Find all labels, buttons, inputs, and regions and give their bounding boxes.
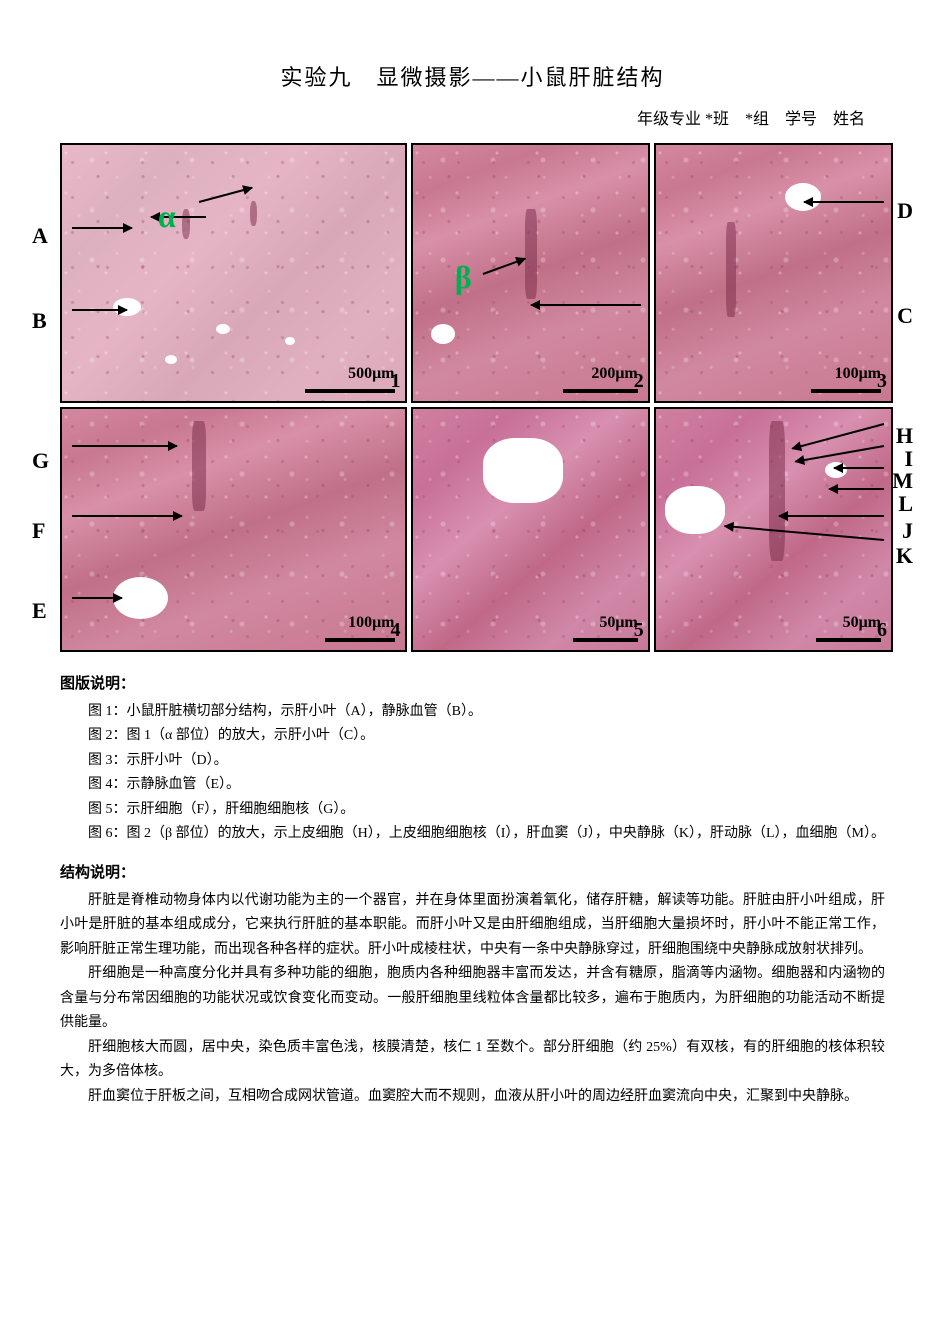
vessel-1d xyxy=(165,355,177,364)
scale-bar-1: 500μm xyxy=(305,361,395,393)
panel-num-4: 4 xyxy=(391,614,401,646)
scale-line-5 xyxy=(573,638,638,642)
caption-1: 图 1：小鼠肝脏横切部分结构，示肝小叶（A），静脉血管（B）。 xyxy=(60,700,885,725)
arrow-G xyxy=(72,445,177,447)
arrow-A xyxy=(72,227,132,229)
arrow-L xyxy=(829,488,884,490)
scale-line-4 xyxy=(325,638,395,642)
label-G: G xyxy=(32,443,49,478)
vessel-5a xyxy=(483,438,563,503)
scale-bar-2: 200μm xyxy=(563,361,638,393)
panel-4: 100μm 4 xyxy=(60,407,407,652)
scale-bar-4: 100μm xyxy=(325,610,395,642)
vessel-6a xyxy=(665,486,725,534)
beta-marker: β xyxy=(455,252,472,303)
arrow-M xyxy=(834,467,884,469)
arrow-D xyxy=(804,201,884,203)
vdark-4a xyxy=(192,421,206,511)
caption-3: 图 3：示肝小叶（D）。 xyxy=(60,749,885,774)
figure-grid-wrapper: A B G F E D C H I M L J K α 500μm xyxy=(60,143,885,652)
arrow-E xyxy=(72,597,122,599)
vdark-1b xyxy=(250,201,257,226)
panel-num-5: 5 xyxy=(634,614,644,646)
alpha-marker: α xyxy=(158,191,176,242)
para-1: 肝脏是脊椎动物身体内以代谢功能为主的一个器官，并在身体里面扮演着氧化，储存肝糖，… xyxy=(60,889,885,963)
scale-line-1 xyxy=(305,389,395,393)
plate-heading: 图版说明： xyxy=(60,672,885,696)
panel-5: 50μm 5 xyxy=(411,407,650,652)
vdark-2a xyxy=(525,209,537,299)
panel-num-1: 1 xyxy=(391,365,401,397)
vdark-1a xyxy=(182,209,190,239)
vessel-1b xyxy=(216,324,230,334)
scale-text-3: 100μm xyxy=(811,361,881,387)
subtitle-row: 年级专业 *班 *组 学号 姓名 xyxy=(60,107,885,133)
scale-line-6 xyxy=(816,638,881,642)
document-title: 实验九 显微摄影――小鼠肝脏结构 xyxy=(60,60,885,95)
scale-bar-5: 50μm xyxy=(573,610,638,642)
caption-6: 图 6：图 2（β 部位）的放大，示上皮细胞（H），上皮细胞细胞核（I），肝血窦… xyxy=(60,822,885,847)
caption-5: 图 5：示肝细胞（F），肝细胞细胞核（G）。 xyxy=(60,798,885,823)
panel-2: β 200μm 2 xyxy=(411,143,650,403)
caption-2: 图 2：图 1（α 部位）的放大，示肝小叶（C）。 xyxy=(60,724,885,749)
vdark-6a xyxy=(769,421,785,561)
arrow-F xyxy=(72,515,182,517)
scale-line-2 xyxy=(563,389,638,393)
panel-3: 100μm 3 xyxy=(654,143,893,403)
label-E: E xyxy=(32,593,47,628)
caption-4: 图 4：示静脉血管（E）。 xyxy=(60,773,885,798)
label-B: B xyxy=(32,303,47,338)
para-3: 肝细胞核大而圆，居中央，染色质丰富色浅，核膜清楚，核仁 1 至数个。部分肝细胞（… xyxy=(60,1036,885,1085)
arrow-B xyxy=(72,309,127,311)
label-K: K xyxy=(896,538,913,573)
structure-heading: 结构说明： xyxy=(60,861,885,885)
scale-text-2: 200μm xyxy=(563,361,638,387)
label-D: D xyxy=(897,193,913,228)
label-C: C xyxy=(897,298,913,333)
panel-num-3: 3 xyxy=(877,365,887,397)
scale-bar-6: 50μm xyxy=(816,610,881,642)
panel-num-2: 2 xyxy=(634,365,644,397)
label-A: A xyxy=(32,218,48,253)
scale-line-3 xyxy=(811,389,881,393)
para-4: 肝血窦位于肝板之间，互相吻合成网状管道。血窦腔大而不规则，血液从肝小叶的周边经肝… xyxy=(60,1085,885,1110)
scale-text-4: 100μm xyxy=(325,610,395,636)
panel-6: 50μm 6 xyxy=(654,407,893,652)
scale-bar-3: 100μm xyxy=(811,361,881,393)
scale-text-1: 500μm xyxy=(305,361,395,387)
vessel-1c xyxy=(285,337,295,345)
label-F: F xyxy=(32,513,45,548)
panel-num-6: 6 xyxy=(877,614,887,646)
para-2: 肝细胞是一种高度分化并具有多种功能的细胞，胞质内各种细胞器丰富而发达，并含有糖原… xyxy=(60,962,885,1036)
arrow-J xyxy=(779,515,884,517)
scale-text-6: 50μm xyxy=(816,610,881,636)
vdark-3a xyxy=(726,222,736,317)
panel-1: α 500μm 1 xyxy=(60,143,407,403)
figure-grid: α 500μm 1 β 200μm 2 xyxy=(60,143,885,652)
arrow-C xyxy=(531,304,641,306)
scale-text-5: 50μm xyxy=(573,610,638,636)
